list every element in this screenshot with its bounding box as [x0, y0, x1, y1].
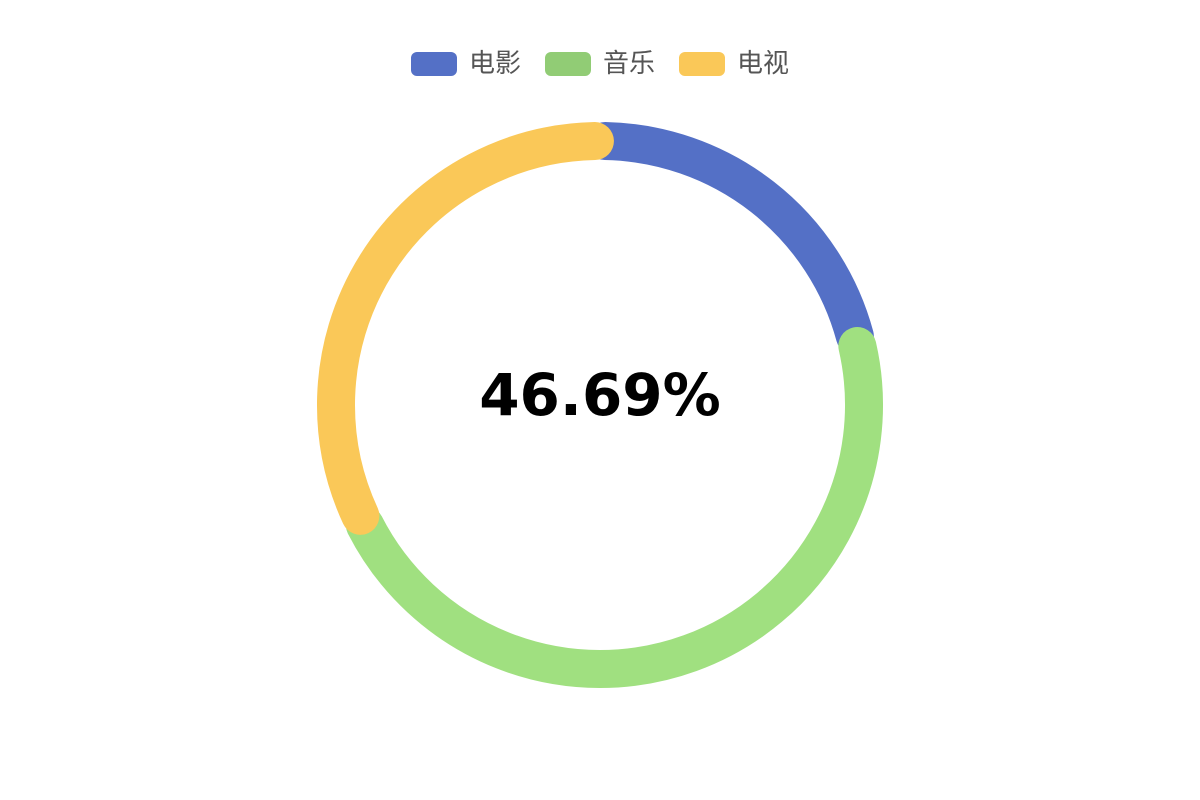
legend-item-tv[interactable]: 电视 — [679, 48, 789, 80]
legend-label-movie: 电影 — [468, 49, 521, 79]
legend-swatch-tv — [679, 52, 725, 76]
pie-slice-0[interactable] — [586, 122, 874, 356]
chart-legend: 电影 音乐 电视 — [0, 48, 1200, 80]
pie-slice-2[interactable] — [317, 122, 614, 535]
legend-label-music: 音乐 — [602, 49, 655, 79]
center-percentage-label: 46.69% — [479, 361, 721, 429]
legend-label-tv: 电视 — [737, 49, 790, 79]
legend-item-music[interactable]: 音乐 — [544, 48, 655, 80]
legend-item-movie[interactable]: 电影 — [410, 48, 521, 80]
legend-swatch-music — [544, 52, 591, 76]
pie-slice-1[interactable] — [345, 327, 883, 688]
legend-swatch-movie — [410, 52, 457, 76]
